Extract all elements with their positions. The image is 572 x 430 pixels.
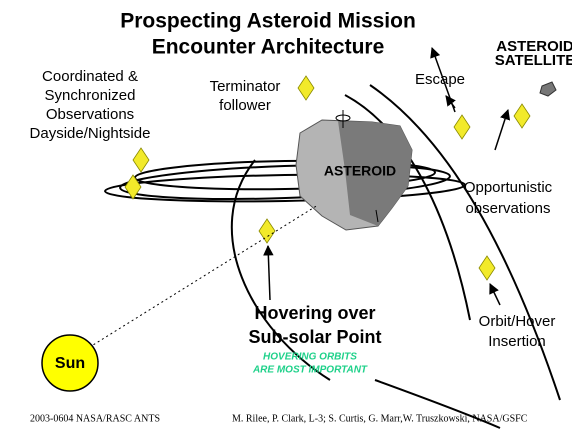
note: ARE MOST IMPORTANT <box>252 365 368 376</box>
label: Terminator <box>210 78 281 95</box>
label: follower <box>219 97 271 114</box>
label: Coordinated & <box>42 68 138 85</box>
footer: 2003-0604 NASA/RASC ANTS <box>30 413 160 424</box>
diagram: Prospecting Asteroid Mission Encounter A… <box>0 0 572 430</box>
label: Dayside/Nightside <box>30 125 151 142</box>
asteroid-label: ASTEROID <box>324 163 396 179</box>
title: Prospecting Asteroid Mission <box>120 10 416 33</box>
label: Opportunistic <box>464 179 553 196</box>
sun-label: Sun <box>55 355 85 372</box>
title: Encounter Architecture <box>152 36 385 59</box>
label: Observations <box>46 106 134 123</box>
note: HOVERING ORBITS <box>263 352 357 363</box>
label: Sub-solar Point <box>248 327 381 347</box>
label: Hovering over <box>254 303 375 323</box>
footer: M. Rilee, P. Clark, L-3; S. Curtis, G. M… <box>232 413 528 424</box>
label: Orbit/Hover <box>479 313 556 330</box>
label: Insertion <box>488 333 546 350</box>
label: observations <box>465 200 550 217</box>
label: SATELLITE <box>495 52 572 69</box>
label: Escape <box>415 71 465 88</box>
label: Synchronized <box>45 87 136 104</box>
